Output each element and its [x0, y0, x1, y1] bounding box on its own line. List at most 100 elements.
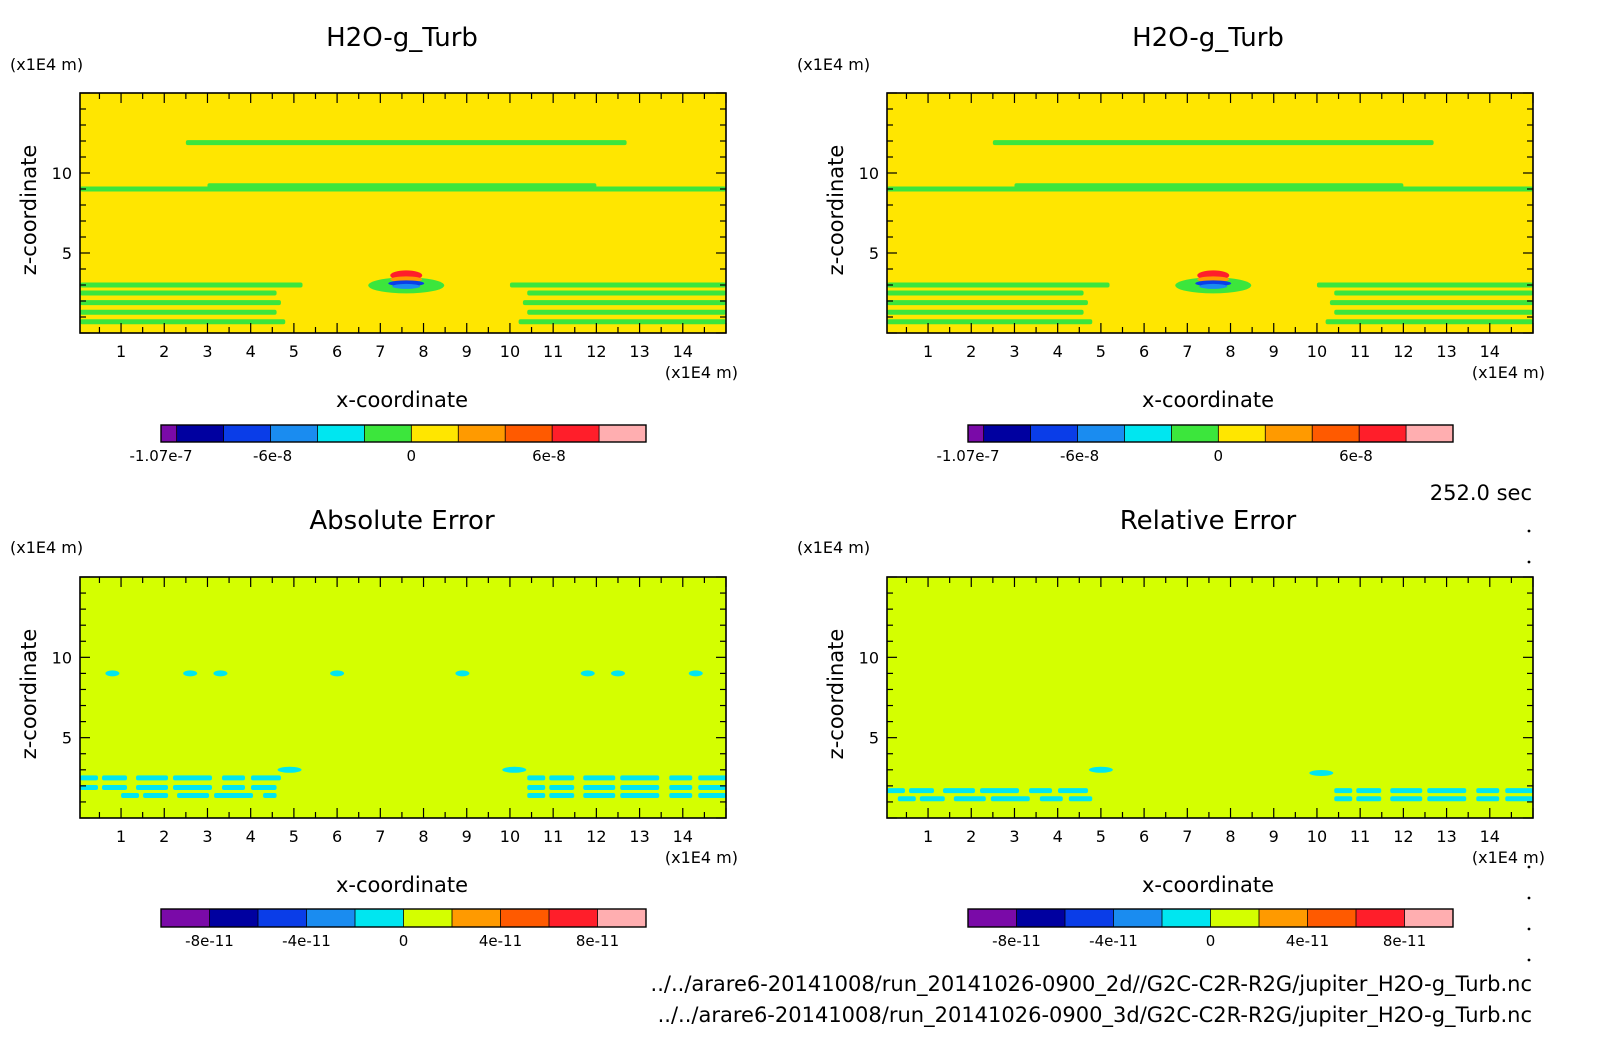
colorbar-segment: [355, 909, 404, 927]
colorbar-segment: [176, 425, 224, 442]
error-band: [698, 775, 726, 781]
x-tick-label: 3: [202, 342, 212, 361]
contour-band: [887, 290, 1084, 296]
x-tick-label: 14: [1480, 827, 1500, 846]
y-unit-label: (x1E4 m): [10, 538, 83, 557]
colorbar-segment: [1404, 909, 1453, 927]
contour-band: [80, 290, 277, 296]
x-tick-label: 7: [1182, 342, 1192, 361]
x-tick-label: 14: [1480, 342, 1500, 361]
error-band: [136, 775, 168, 781]
error-spot: [1309, 770, 1334, 777]
error-band: [214, 793, 254, 799]
y-tick-label: 10: [52, 164, 72, 183]
colorbar-segment: [1356, 909, 1405, 927]
x-tick-label: 8: [1225, 827, 1235, 846]
error-band: [669, 775, 693, 781]
y-unit-label: (x1E4 m): [10, 55, 83, 74]
contour-band: [1329, 300, 1533, 306]
x-tick-label: 8: [418, 342, 428, 361]
x-tick-label: 12: [586, 827, 606, 846]
error-band: [1390, 796, 1423, 802]
x-tick-label: 2: [159, 342, 169, 361]
panel-title: H2O-g_Turb: [1132, 23, 1284, 53]
colorbar-segment: [968, 425, 984, 442]
x-tick-label: 9: [1269, 342, 1279, 361]
error-spot: [277, 766, 302, 773]
colorbar-segment: [552, 425, 600, 442]
colorbar-frame: [160, 424, 647, 443]
error-band: [222, 784, 245, 790]
x-axis-label: x-coordinate: [1142, 873, 1274, 897]
colorbar-segment: [1307, 909, 1356, 927]
dot-marks: [1527, 529, 1531, 962]
colorbar-segment: [1359, 425, 1407, 442]
error-band: [263, 793, 277, 799]
x-unit-label: (x1E4 m): [1472, 363, 1545, 382]
file-path-2d: ../../arare6-20141008/run_20141026-0900_…: [651, 972, 1532, 997]
plot-frame: [79, 576, 727, 819]
colorbar-segment: [597, 909, 646, 927]
error-spot: [213, 670, 228, 677]
y-tick-label: 10: [52, 648, 72, 667]
error-band: [222, 775, 245, 781]
panel-bottom-left: Absolute Error (x1E4 m) (x1E4 m) x-coord…: [10, 506, 738, 950]
error-band: [698, 784, 726, 790]
x-tick-label: 6: [332, 827, 342, 846]
colorbar-tick-label: 0: [1206, 932, 1216, 950]
error-spot: [330, 670, 345, 677]
colorbar-segment: [161, 909, 210, 927]
colorbar-tick-label: -1.07e-7: [937, 447, 1000, 465]
error-spot: [1088, 766, 1113, 773]
y-axis-label: z-coordinate: [824, 629, 848, 760]
colorbar-segment: [258, 909, 307, 927]
x-tick-label: 7: [375, 342, 385, 361]
error-band: [990, 796, 1030, 802]
x-tick-label: 2: [966, 342, 976, 361]
x-unit-label: (x1E4 m): [665, 848, 738, 867]
error-band: [669, 793, 693, 799]
colorbar-segment: [968, 909, 1017, 927]
colorbar-tick-label: -6e-8: [253, 447, 292, 465]
colorbar-tick-label: 8e-11: [1383, 932, 1426, 950]
x-tick-label: 1: [923, 342, 933, 361]
dot-mark: [1527, 865, 1531, 869]
colorbar-segment: [161, 425, 177, 442]
y-axis-label: z-coordinate: [17, 629, 41, 760]
colorbar-segment: [1406, 425, 1453, 442]
error-spot: [105, 670, 120, 677]
x-tick-label: 14: [673, 827, 693, 846]
error-band: [102, 784, 127, 790]
x-tick-label: 6: [332, 342, 342, 361]
x-tick-label: 6: [1139, 342, 1149, 361]
contour-band: [887, 319, 1093, 325]
x-tick-label: 11: [543, 342, 563, 361]
contour-band: [1334, 290, 1533, 296]
x-tick-label: 11: [1350, 342, 1370, 361]
anomaly-negative: [392, 283, 421, 289]
x-tick-label: 5: [1096, 827, 1106, 846]
contour-band: [887, 309, 1084, 315]
plot-frame: [79, 92, 727, 334]
x-tick-label: 9: [462, 827, 472, 846]
colorbar-segment: [1218, 425, 1266, 442]
colorbar-tick-label: 0: [406, 447, 416, 465]
error-band: [527, 784, 546, 790]
colorbar-frame: [160, 908, 647, 928]
x-tick-label: 1: [116, 342, 126, 361]
colorbar-segment: [452, 909, 501, 927]
heatmap-background: [80, 577, 726, 818]
y-axis-label: z-coordinate: [17, 145, 41, 276]
x-tick-label: 5: [289, 342, 299, 361]
error-spot: [610, 670, 625, 677]
x-tick-label: 2: [159, 827, 169, 846]
x-axis-label: x-coordinate: [336, 388, 468, 412]
y-tick-label: 5: [62, 244, 72, 263]
y-tick-label: 5: [869, 244, 879, 263]
dot-mark: [1527, 529, 1531, 533]
colorbar-tick-label: 0: [1213, 447, 1223, 465]
error-band: [549, 775, 575, 781]
error-band: [136, 784, 168, 790]
error-band: [173, 775, 212, 781]
error-band: [909, 788, 934, 794]
